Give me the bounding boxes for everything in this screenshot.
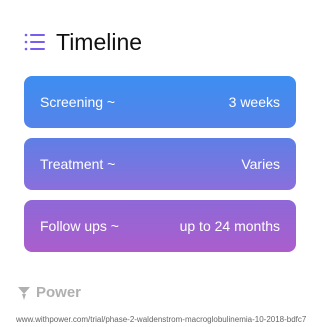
title: Timeline [56, 28, 143, 55]
list-icon [24, 33, 45, 51]
step-label: Treatment ~ [40, 156, 116, 172]
step-label: Follow ups ~ [40, 218, 119, 234]
timeline-step: Treatment ~ Varies [24, 138, 296, 190]
step-duration: 3 weeks [228, 94, 280, 110]
brand-name: Power [36, 284, 82, 301]
url: www.withpower.com/trial/phase-2-waldenst… [16, 315, 307, 324]
step-label: Screening ~ [40, 94, 116, 110]
brand-logo [18, 286, 30, 300]
timeline-step: Screening ~ 3 weeks [24, 76, 296, 128]
header: Timeline [24, 28, 142, 56]
timeline-step: Follow ups ~ up to 24 months [24, 200, 296, 252]
brand: Power [16, 284, 81, 301]
step-duration: Varies [241, 156, 280, 172]
step-duration: up to 24 months [179, 218, 280, 234]
